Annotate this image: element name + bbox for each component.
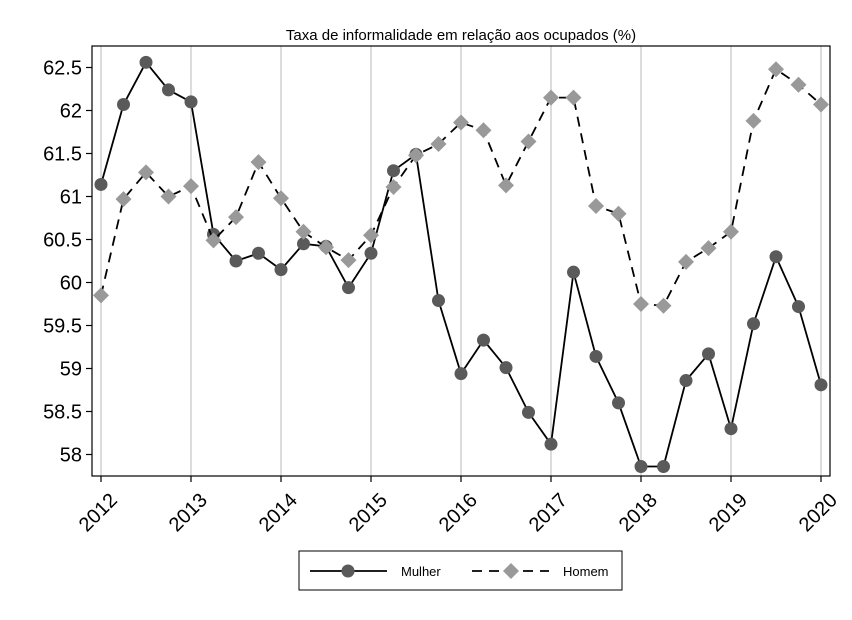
y-tick-label: 61.5 bbox=[43, 144, 82, 166]
data-point-homem bbox=[340, 252, 357, 269]
data-point-mulher bbox=[634, 460, 648, 474]
data-point-mulher bbox=[792, 300, 805, 314]
y-tick-label: 58.5 bbox=[43, 402, 82, 424]
y-tick-label: 59 bbox=[60, 359, 82, 381]
data-point-homem bbox=[655, 297, 672, 314]
data-point-homem bbox=[790, 76, 807, 93]
data-point-mulher bbox=[522, 405, 535, 419]
data-point-homem bbox=[273, 190, 289, 207]
x-tick-label: 2013 bbox=[165, 489, 212, 536]
data-point-mulher bbox=[747, 317, 760, 331]
data-point-mulher bbox=[297, 237, 310, 251]
y-tick-label: 60 bbox=[60, 273, 82, 295]
data-point-homem bbox=[520, 133, 537, 150]
data-point-mulher bbox=[544, 437, 558, 451]
chart-title: Taxa de informalidade em relação aos ocu… bbox=[286, 27, 636, 44]
data-point-homem bbox=[700, 240, 717, 257]
x-tick-label: 2012 bbox=[75, 489, 122, 536]
data-point-mulher bbox=[679, 374, 693, 388]
data-point-mulher bbox=[612, 396, 625, 410]
x-tick-label: 2014 bbox=[255, 489, 302, 536]
data-point-mulher bbox=[814, 378, 828, 392]
data-point-homem bbox=[745, 112, 762, 129]
grid-layer bbox=[100, 46, 822, 476]
y-tick-label: 62.5 bbox=[43, 58, 82, 80]
data-point-homem bbox=[250, 154, 267, 171]
data-point-homem bbox=[453, 114, 469, 131]
data-point-homem bbox=[295, 223, 312, 240]
data-point-homem bbox=[408, 147, 424, 164]
data-point-homem bbox=[138, 164, 154, 181]
data-point-mulher bbox=[274, 263, 288, 277]
data-point-homem bbox=[813, 96, 829, 113]
data-point-homem bbox=[498, 177, 514, 194]
series-line-homem bbox=[100, 68, 822, 307]
series-layer bbox=[93, 55, 829, 474]
data-point-homem bbox=[543, 89, 559, 106]
legend-homem-label: Homem bbox=[563, 564, 609, 579]
data-point-mulher bbox=[342, 281, 355, 295]
data-point-mulher bbox=[454, 367, 468, 381]
data-point-mulher bbox=[657, 460, 670, 474]
data-point-mulher bbox=[567, 265, 580, 279]
data-point-mulher bbox=[229, 254, 243, 268]
data-point-homem bbox=[430, 136, 447, 153]
data-point-mulher bbox=[432, 294, 445, 308]
data-point-homem bbox=[318, 239, 334, 256]
data-point-homem bbox=[588, 197, 604, 214]
x-tick-label: 2019 bbox=[705, 489, 752, 536]
legend: Mulher Homem bbox=[298, 550, 623, 591]
data-point-homem bbox=[475, 122, 492, 139]
data-point-homem bbox=[93, 287, 109, 304]
data-point-homem bbox=[723, 223, 739, 240]
x-tick-label: 2016 bbox=[435, 489, 482, 536]
legend-mulher-label: Mulher bbox=[401, 564, 441, 579]
data-point-homem bbox=[363, 227, 379, 244]
data-point-homem bbox=[160, 188, 177, 205]
data-point-mulher bbox=[364, 246, 378, 260]
data-point-homem bbox=[183, 178, 199, 195]
series-homem bbox=[93, 61, 829, 314]
data-point-homem bbox=[565, 89, 582, 106]
data-point-homem bbox=[633, 296, 649, 312]
data-point-mulher bbox=[724, 422, 738, 436]
data-point-mulher bbox=[387, 164, 400, 178]
data-point-mulher bbox=[117, 97, 130, 111]
data-point-mulher bbox=[94, 177, 108, 191]
x-tick-label: 2015 bbox=[345, 489, 392, 536]
data-point-homem bbox=[678, 253, 694, 270]
x-tick-label: 2017 bbox=[525, 489, 572, 536]
data-point-mulher bbox=[252, 246, 265, 260]
data-point-mulher bbox=[769, 250, 783, 264]
x-tick-label: 2018 bbox=[615, 489, 662, 536]
x-tick-label: 2020 bbox=[795, 489, 842, 536]
data-point-mulher bbox=[477, 333, 490, 347]
y-tick-label: 59.5 bbox=[43, 316, 82, 338]
data-point-mulher bbox=[184, 95, 198, 109]
data-point-mulher bbox=[499, 361, 513, 375]
data-point-mulher bbox=[162, 83, 175, 97]
y-tick-label: 60.5 bbox=[43, 230, 82, 252]
data-point-homem bbox=[228, 209, 244, 226]
data-point-homem bbox=[115, 191, 132, 208]
data-point-homem bbox=[610, 205, 627, 222]
y-tick-label: 58 bbox=[60, 445, 82, 467]
data-point-mulher bbox=[589, 349, 603, 363]
data-point-homem bbox=[205, 232, 222, 249]
data-point-mulher bbox=[139, 55, 153, 69]
data-point-mulher bbox=[702, 347, 715, 361]
legend-homem-marker bbox=[503, 563, 519, 579]
legend-mulher-marker bbox=[341, 564, 355, 578]
y-tick-label: 62 bbox=[60, 101, 82, 123]
data-point-homem bbox=[385, 179, 402, 196]
y-tick-label: 61 bbox=[60, 187, 82, 209]
data-point-homem bbox=[768, 61, 784, 78]
